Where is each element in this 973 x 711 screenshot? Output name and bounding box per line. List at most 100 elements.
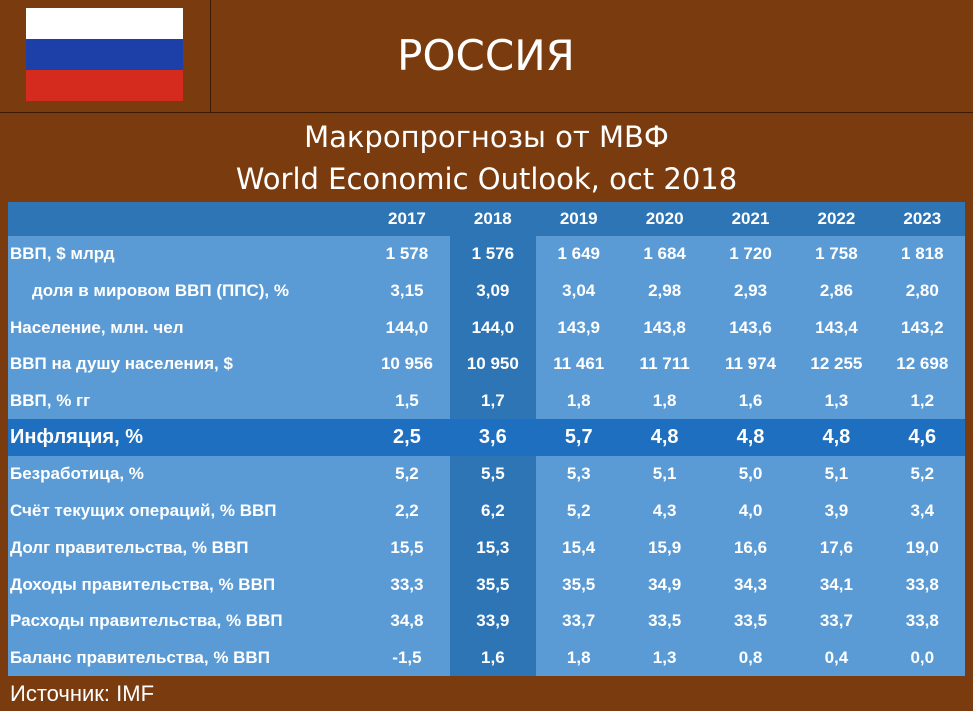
table-cell: 3,9 bbox=[793, 492, 880, 530]
table-row: ВВП, $ млрд 1 578 1 576 1 649 1 684 1 720 1 75… bbox=[8, 236, 966, 273]
table-cell: 1 720 bbox=[707, 236, 794, 273]
row-label: ВВП, $ млрд bbox=[8, 236, 364, 273]
table-cell: 12 255 bbox=[793, 346, 880, 383]
table-cell: 4,8 bbox=[621, 419, 708, 457]
row-label: Население, млн. чел bbox=[8, 309, 364, 347]
table-cell: 1,7 bbox=[449, 382, 536, 420]
table-cell: 1 576 bbox=[449, 236, 536, 273]
table-cell: 19,0 bbox=[879, 529, 966, 567]
table-cell: 2,93 bbox=[707, 272, 794, 310]
table-cell: 33,7 bbox=[793, 602, 880, 640]
table-cell: 1,3 bbox=[621, 639, 708, 677]
year-header: 2017 bbox=[364, 202, 450, 236]
title-line-2: World Economic Outlook, oct 2018 bbox=[235, 162, 738, 196]
table-cell: 1,6 bbox=[707, 382, 794, 420]
table-cell: 0,0 bbox=[879, 639, 966, 677]
flag-blue-stripe bbox=[26, 39, 183, 70]
table-cell: 1 578 bbox=[364, 236, 450, 273]
table-cell: 2,5 bbox=[364, 419, 450, 457]
table-cell: 143,9 bbox=[535, 309, 622, 347]
table-cell: 144,0 bbox=[364, 309, 450, 347]
row-label: Инфляция, % bbox=[8, 419, 364, 457]
table-cell: 1 758 bbox=[793, 236, 880, 273]
table-cell: 2,2 bbox=[364, 492, 450, 530]
table-cell: 2,98 bbox=[621, 272, 708, 310]
table-cell: 3,04 bbox=[535, 272, 622, 310]
table-header-row: 2017 2018 2019 2020 2021 2022 2023 bbox=[8, 202, 966, 236]
table-cell: 143,8 bbox=[621, 309, 708, 347]
table-cell: 5,2 bbox=[364, 456, 450, 493]
year-header: 2019 bbox=[535, 202, 622, 236]
table-cell: 143,6 bbox=[707, 309, 794, 347]
table-cell: 11 461 bbox=[535, 346, 622, 383]
russia-flag-icon bbox=[26, 8, 183, 101]
table-row: Инфляция, % 2,5 3,6 5,7 4,8 4,8 4,8 4,6 bbox=[8, 419, 966, 457]
table-cell: 3,6 bbox=[449, 419, 536, 457]
table-cell: 1,3 bbox=[793, 382, 880, 420]
table-row: Счёт текущих операций, % ВВП 2,2 6,2 5,2 4,3… bbox=[8, 492, 966, 530]
table-cell: 33,8 bbox=[879, 566, 966, 603]
table-cell: -1,5 bbox=[364, 639, 450, 677]
flag-red-stripe bbox=[26, 70, 183, 101]
table-cell: 0,8 bbox=[707, 639, 794, 677]
table-cell: 33,9 bbox=[449, 602, 536, 640]
table-cell: 5,0 bbox=[707, 456, 794, 493]
table-cell: 34,3 bbox=[707, 566, 794, 603]
table-row: доля в мировом ВВП (ППС), % 3,15 3,09 3,04 2… bbox=[8, 272, 966, 310]
table-cell: 11 974 bbox=[707, 346, 794, 383]
row-label: Баланс правительства, % ВВП bbox=[8, 639, 364, 677]
table-cell: 11 711 bbox=[621, 346, 708, 383]
table-cell: 5,3 bbox=[535, 456, 622, 493]
year-header: 2023 bbox=[879, 202, 966, 236]
table-cell: 1,5 bbox=[364, 382, 450, 420]
table-cell: 15,9 bbox=[621, 529, 708, 567]
table-cell: 1,8 bbox=[621, 382, 708, 420]
table-cell: 4,8 bbox=[707, 419, 794, 457]
table-cell: 6,2 bbox=[449, 492, 536, 530]
row-label: Безработица, % bbox=[8, 456, 364, 493]
table-row: Безработица, % 5,2 5,5 5,3 5,1 5,0 5,1 5,2 bbox=[8, 456, 966, 493]
flag-cell bbox=[0, 0, 211, 112]
table-cell: 33,8 bbox=[879, 602, 966, 640]
table-cell: 5,2 bbox=[535, 492, 622, 530]
table-cell: 1 649 bbox=[535, 236, 622, 273]
table-cell: 17,6 bbox=[793, 529, 880, 567]
table-row: Расходы правительства, % ВВП 34,8 33,9 33,7… bbox=[8, 602, 966, 640]
row-label: Расходы правительства, % ВВП bbox=[8, 602, 364, 640]
table-cell: 33,5 bbox=[621, 602, 708, 640]
row-label: ВВП на душу населения, $ bbox=[8, 346, 364, 383]
table-cell: 33,7 bbox=[535, 602, 622, 640]
table-cell: 144,0 bbox=[449, 309, 536, 347]
row-label: Счёт текущих операций, % ВВП bbox=[8, 492, 364, 530]
table-cell: 5,1 bbox=[793, 456, 880, 493]
table-cell: 4,8 bbox=[793, 419, 880, 457]
table-row: ВВП на душу населения, $10 956 10 950 11 4… bbox=[8, 346, 966, 383]
table-cell: 10 956 bbox=[364, 346, 450, 383]
year-header: 2021 bbox=[707, 202, 794, 236]
table-cell: 2,86 bbox=[793, 272, 880, 310]
table-cell: 15,3 bbox=[449, 529, 536, 567]
country-title: РОССИЯ bbox=[397, 31, 575, 80]
table-row: Доходы правительства, % ВВП 33,3 35,5 35,5 3… bbox=[8, 566, 966, 603]
table-cell: 33,5 bbox=[707, 602, 794, 640]
table-cell: 1,8 bbox=[535, 382, 622, 420]
table-cell: 1,6 bbox=[449, 639, 536, 677]
row-label: Долг правительства, % ВВП bbox=[8, 529, 364, 567]
table-cell: 5,2 bbox=[879, 456, 966, 493]
table-cell: 5,5 bbox=[449, 456, 536, 493]
table-cell: 1,8 bbox=[535, 639, 622, 677]
table-cell: 35,5 bbox=[535, 566, 622, 603]
page-title: Макропрогнозы от МВФ World Economic Outl… bbox=[0, 116, 973, 200]
table-cell: 5,7 bbox=[535, 419, 622, 457]
table-cell: 3,09 bbox=[449, 272, 536, 310]
table-cell: 1 684 bbox=[621, 236, 708, 273]
table-cell: 143,2 bbox=[879, 309, 966, 347]
table-cell: 3,15 bbox=[364, 272, 450, 310]
table-cell: 4,6 bbox=[879, 419, 966, 457]
title-line-1: Макропрогнозы от МВФ bbox=[304, 120, 669, 154]
table-row: Долг правительства, % ВВП 15,5 15,3 15,4 15,… bbox=[8, 529, 966, 567]
table-cell: 16,6 bbox=[707, 529, 794, 567]
row-label: Доходы правительства, % ВВП bbox=[8, 566, 364, 603]
row-label: доля в мировом ВВП (ППС), % bbox=[8, 272, 364, 310]
header-divider bbox=[0, 112, 973, 113]
